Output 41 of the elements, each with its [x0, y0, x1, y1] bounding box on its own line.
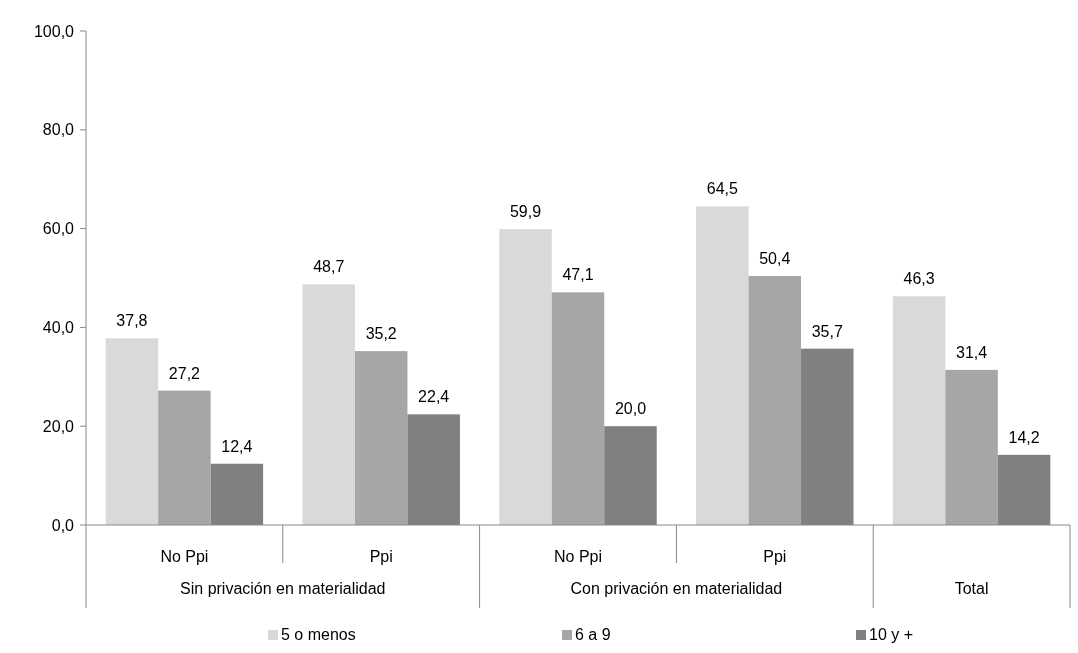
data-label: 50,4	[759, 250, 791, 268]
bar	[158, 390, 211, 525]
data-label: 64,5	[706, 180, 738, 198]
x-tick-label: Ppi	[369, 548, 393, 565]
x-tick-label: Ppi	[763, 548, 787, 565]
x-tick-label: No Ppi	[160, 548, 209, 565]
data-label: 27,2	[168, 364, 201, 382]
text: Total	[954, 580, 989, 597]
bar	[302, 284, 355, 525]
data-label: 12,4	[221, 437, 253, 455]
y-tick-label: 20,0	[42, 417, 75, 435]
data-label: 59,9	[509, 203, 542, 221]
y-tick-label: 60,0	[42, 220, 75, 238]
bar	[499, 229, 552, 525]
data-label: 48,7	[313, 258, 345, 276]
bar	[354, 351, 408, 525]
data-label: 46,3	[903, 270, 935, 288]
data-label: 37,8	[116, 312, 148, 330]
y-tick-label: 80,0	[42, 121, 75, 139]
y-tick-label: 0,0	[51, 516, 75, 534]
bar	[551, 292, 605, 525]
bar	[696, 206, 749, 525]
data-label: 31,4	[956, 343, 988, 361]
bar	[748, 276, 802, 525]
data-label: 22,4	[418, 388, 450, 406]
text: Con privación en materialidad	[570, 580, 783, 597]
x-tick-label: No Ppi	[553, 548, 603, 565]
data-label: 14,2	[1008, 428, 1040, 446]
bar	[892, 296, 946, 525]
legend-label: 6 a 9	[575, 626, 611, 643]
y-tick-label: 40,0	[42, 319, 75, 336]
y-tick-label: 100,0	[33, 22, 75, 40]
text: Sin privación en materialidad	[180, 580, 386, 597]
bar	[105, 338, 159, 525]
data-label: 35,2	[365, 325, 397, 343]
legend-label: 5 o menos	[281, 626, 356, 643]
bar	[945, 369, 998, 525]
data-label: 47,1	[562, 266, 594, 284]
data-label: 35,7	[811, 322, 843, 340]
legend-label: 10 y +	[869, 626, 914, 643]
data-label: 20,0	[614, 400, 647, 418]
